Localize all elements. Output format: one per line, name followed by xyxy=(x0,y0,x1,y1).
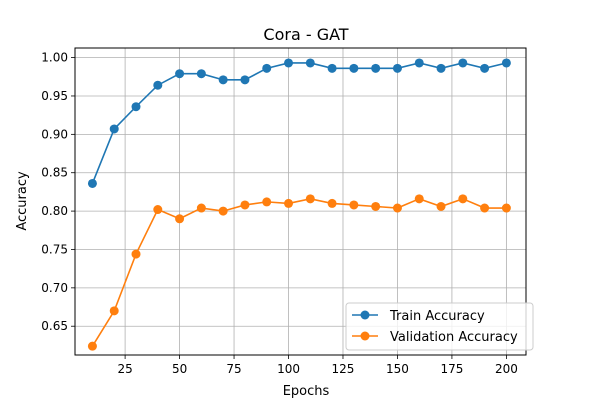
data-point-train-accuracy xyxy=(305,58,315,68)
data-point-train-accuracy xyxy=(414,58,424,68)
data-point-validation-accuracy xyxy=(153,205,163,215)
y-tick-label: 0.85 xyxy=(41,166,68,180)
data-point-train-accuracy xyxy=(371,63,381,73)
y-axis: 0.65 0.70 0.75 0.80 0.85 0.90 0.95 1.00 xyxy=(41,51,75,333)
x-tick-label: 100 xyxy=(277,362,300,376)
y-tick-label: 0.90 xyxy=(41,127,68,141)
data-point-train-accuracy xyxy=(131,102,141,112)
series-layer xyxy=(87,58,511,351)
data-point-validation-accuracy xyxy=(371,201,381,211)
y-tick-label: 0.80 xyxy=(41,204,68,218)
data-point-train-accuracy xyxy=(284,58,294,68)
data-point-train-accuracy xyxy=(436,63,446,73)
data-point-train-accuracy xyxy=(480,63,490,73)
legend-marker-train-point xyxy=(360,310,370,320)
data-point-train-accuracy xyxy=(262,63,272,73)
legend-box xyxy=(345,302,534,351)
data-point-validation-accuracy xyxy=(284,198,294,208)
data-point-train-accuracy xyxy=(327,63,337,73)
x-tick-label: 200 xyxy=(495,362,518,376)
data-point-train-accuracy xyxy=(501,58,511,68)
legend-marker-validation-point xyxy=(360,331,370,341)
x-tick-label: 125 xyxy=(332,362,355,376)
y-tick-label: 0.65 xyxy=(41,319,68,333)
data-point-train-accuracy xyxy=(175,69,185,79)
legend-label-validation: Validation Accuracy xyxy=(390,330,518,345)
data-point-validation-accuracy xyxy=(305,194,315,204)
data-point-validation-accuracy xyxy=(109,306,119,316)
data-point-train-accuracy xyxy=(87,178,97,188)
data-point-train-accuracy xyxy=(196,69,206,79)
x-tick-label: 50 xyxy=(172,362,187,376)
x-tick-label: 75 xyxy=(226,362,241,376)
y-tick-label: 0.95 xyxy=(41,89,68,103)
data-point-validation-accuracy xyxy=(327,198,337,208)
data-point-train-accuracy xyxy=(218,75,228,85)
data-point-validation-accuracy xyxy=(436,201,446,211)
data-point-validation-accuracy xyxy=(131,249,141,259)
series-validation-accuracy xyxy=(87,194,511,351)
y-tick-label: 0.75 xyxy=(41,242,68,256)
data-point-validation-accuracy xyxy=(175,214,185,224)
x-axis-title: Epochs xyxy=(283,384,330,399)
data-point-train-accuracy xyxy=(240,75,250,85)
y-axis-title: Accuracy xyxy=(15,171,30,231)
chart-title: Cora - GAT xyxy=(263,25,348,44)
data-point-validation-accuracy xyxy=(480,203,490,213)
y-tick-label: 0.70 xyxy=(41,281,68,295)
legend: Train Accuracy Validation Accuracy xyxy=(345,302,534,351)
series-train-accuracy xyxy=(87,58,511,188)
data-point-validation-accuracy xyxy=(262,197,272,207)
grid xyxy=(75,48,526,355)
y-tick-label: 1.00 xyxy=(41,51,68,65)
data-point-train-accuracy xyxy=(349,63,359,73)
x-tick-label: 150 xyxy=(386,362,409,376)
data-point-validation-accuracy xyxy=(458,194,468,204)
data-point-train-accuracy xyxy=(458,58,468,68)
x-tick-label: 25 xyxy=(117,362,132,376)
data-point-train-accuracy xyxy=(392,63,402,73)
data-point-validation-accuracy xyxy=(349,200,359,210)
legend-label-train: Train Accuracy xyxy=(389,309,485,324)
x-tick-label: 175 xyxy=(440,362,463,376)
x-axis: 25 50 75 100 125 150 175 200 xyxy=(117,355,518,376)
data-point-validation-accuracy xyxy=(218,206,228,216)
plot-area-frame xyxy=(74,47,527,356)
data-point-validation-accuracy xyxy=(501,203,511,213)
data-point-train-accuracy xyxy=(109,124,119,134)
data-point-validation-accuracy xyxy=(196,203,206,213)
data-point-validation-accuracy xyxy=(414,194,424,204)
data-point-train-accuracy xyxy=(153,80,163,90)
data-point-validation-accuracy xyxy=(240,200,250,210)
data-point-validation-accuracy xyxy=(392,203,402,213)
data-point-validation-accuracy xyxy=(87,341,97,351)
